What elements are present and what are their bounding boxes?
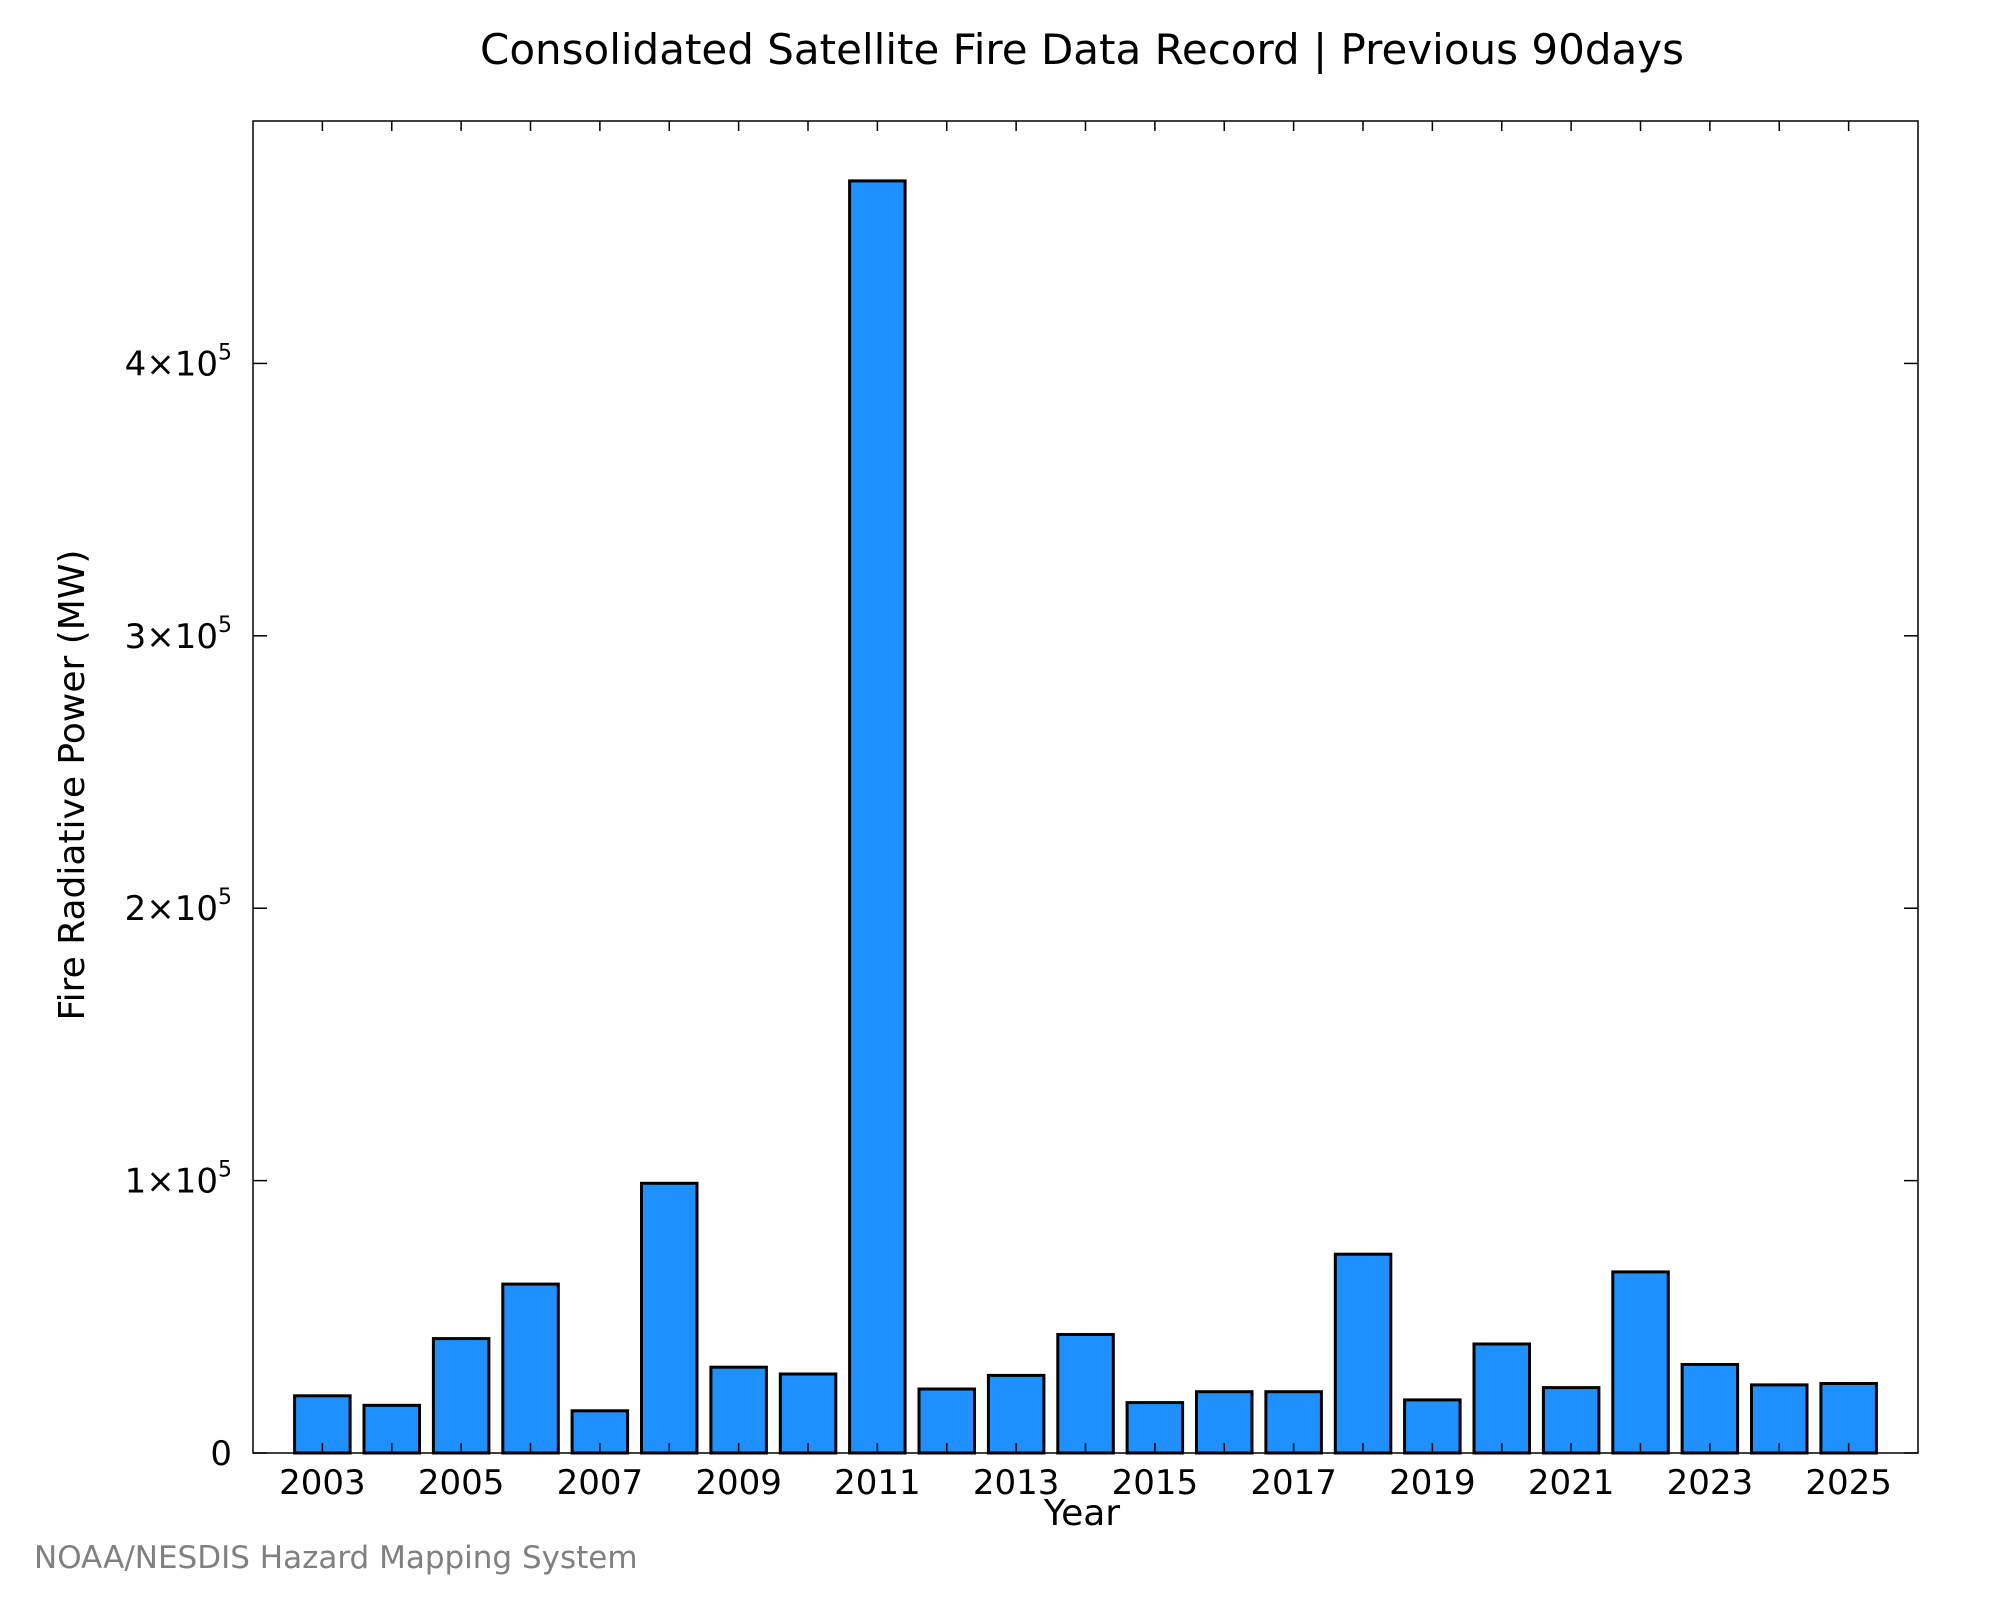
x-tick-label-2017: 2017 [1250,1463,1337,1503]
bar-2010 [778,1372,838,1455]
x-tick-label-2015: 2015 [1112,1463,1199,1503]
bar-2005 [431,1337,491,1455]
x-tick-label-2009: 2009 [695,1463,782,1503]
y-tick-labels: 0 1×105 2×105 3×105 4×105 [125,340,232,1474]
x-tick-label-2003: 2003 [279,1463,366,1503]
bar-2013 [986,1373,1046,1455]
bar-2006 [501,1282,560,1455]
bar-2008 [640,1181,699,1455]
x-axis-label: Year [1043,1493,1120,1534]
chart-title: Consolidated Satellite Fire Data Record … [480,25,1684,74]
bar-2020 [1472,1342,1531,1455]
bar-2014 [1056,1333,1115,1455]
x-tick-label-2011: 2011 [834,1463,921,1503]
bar-2025 [1819,1382,1878,1455]
x-tick-label-2019: 2019 [1389,1463,1476,1503]
credit-text: NOAA/NESDIS Hazard Mapping System [34,1540,638,1576]
bars-group [293,179,1878,1455]
x-tick-label-2013: 2013 [973,1463,1060,1503]
x-tick-labels: 2003 2005 2007 2009 2011 2013 2015 2017 2019 2021… [279,1463,1892,1503]
bar-2009 [709,1365,768,1455]
bar-2022 [1611,1270,1670,1455]
bar-2011 [848,179,907,1455]
x-tick-label-2023: 2023 [1667,1463,1754,1503]
x-tick-label-2005: 2005 [418,1463,505,1503]
y-tick-label-100000: 1×105 [125,1158,232,1202]
ticks-group [253,121,1918,1454]
y-tick-label-300000: 3×105 [125,613,232,657]
bar-2024 [1750,1383,1809,1455]
y-tick-label-400000: 4×105 [125,340,232,384]
bar-2018 [1333,1252,1393,1455]
y-tick-label-200000: 2×105 [125,885,232,929]
bar-2016 [1195,1390,1254,1455]
bar-2023 [1680,1363,1740,1455]
x-tick-label-2007: 2007 [557,1463,644,1503]
y-tick-label-0: 0 [210,1434,232,1474]
plot-frame [252,120,1919,1454]
x-tick-label-2021: 2021 [1528,1463,1615,1503]
y-axis-label: Fire Radiative Power (MW) [52,550,93,1021]
bar-2012 [917,1387,976,1455]
x-tick-label-2025: 2025 [1805,1463,1892,1503]
